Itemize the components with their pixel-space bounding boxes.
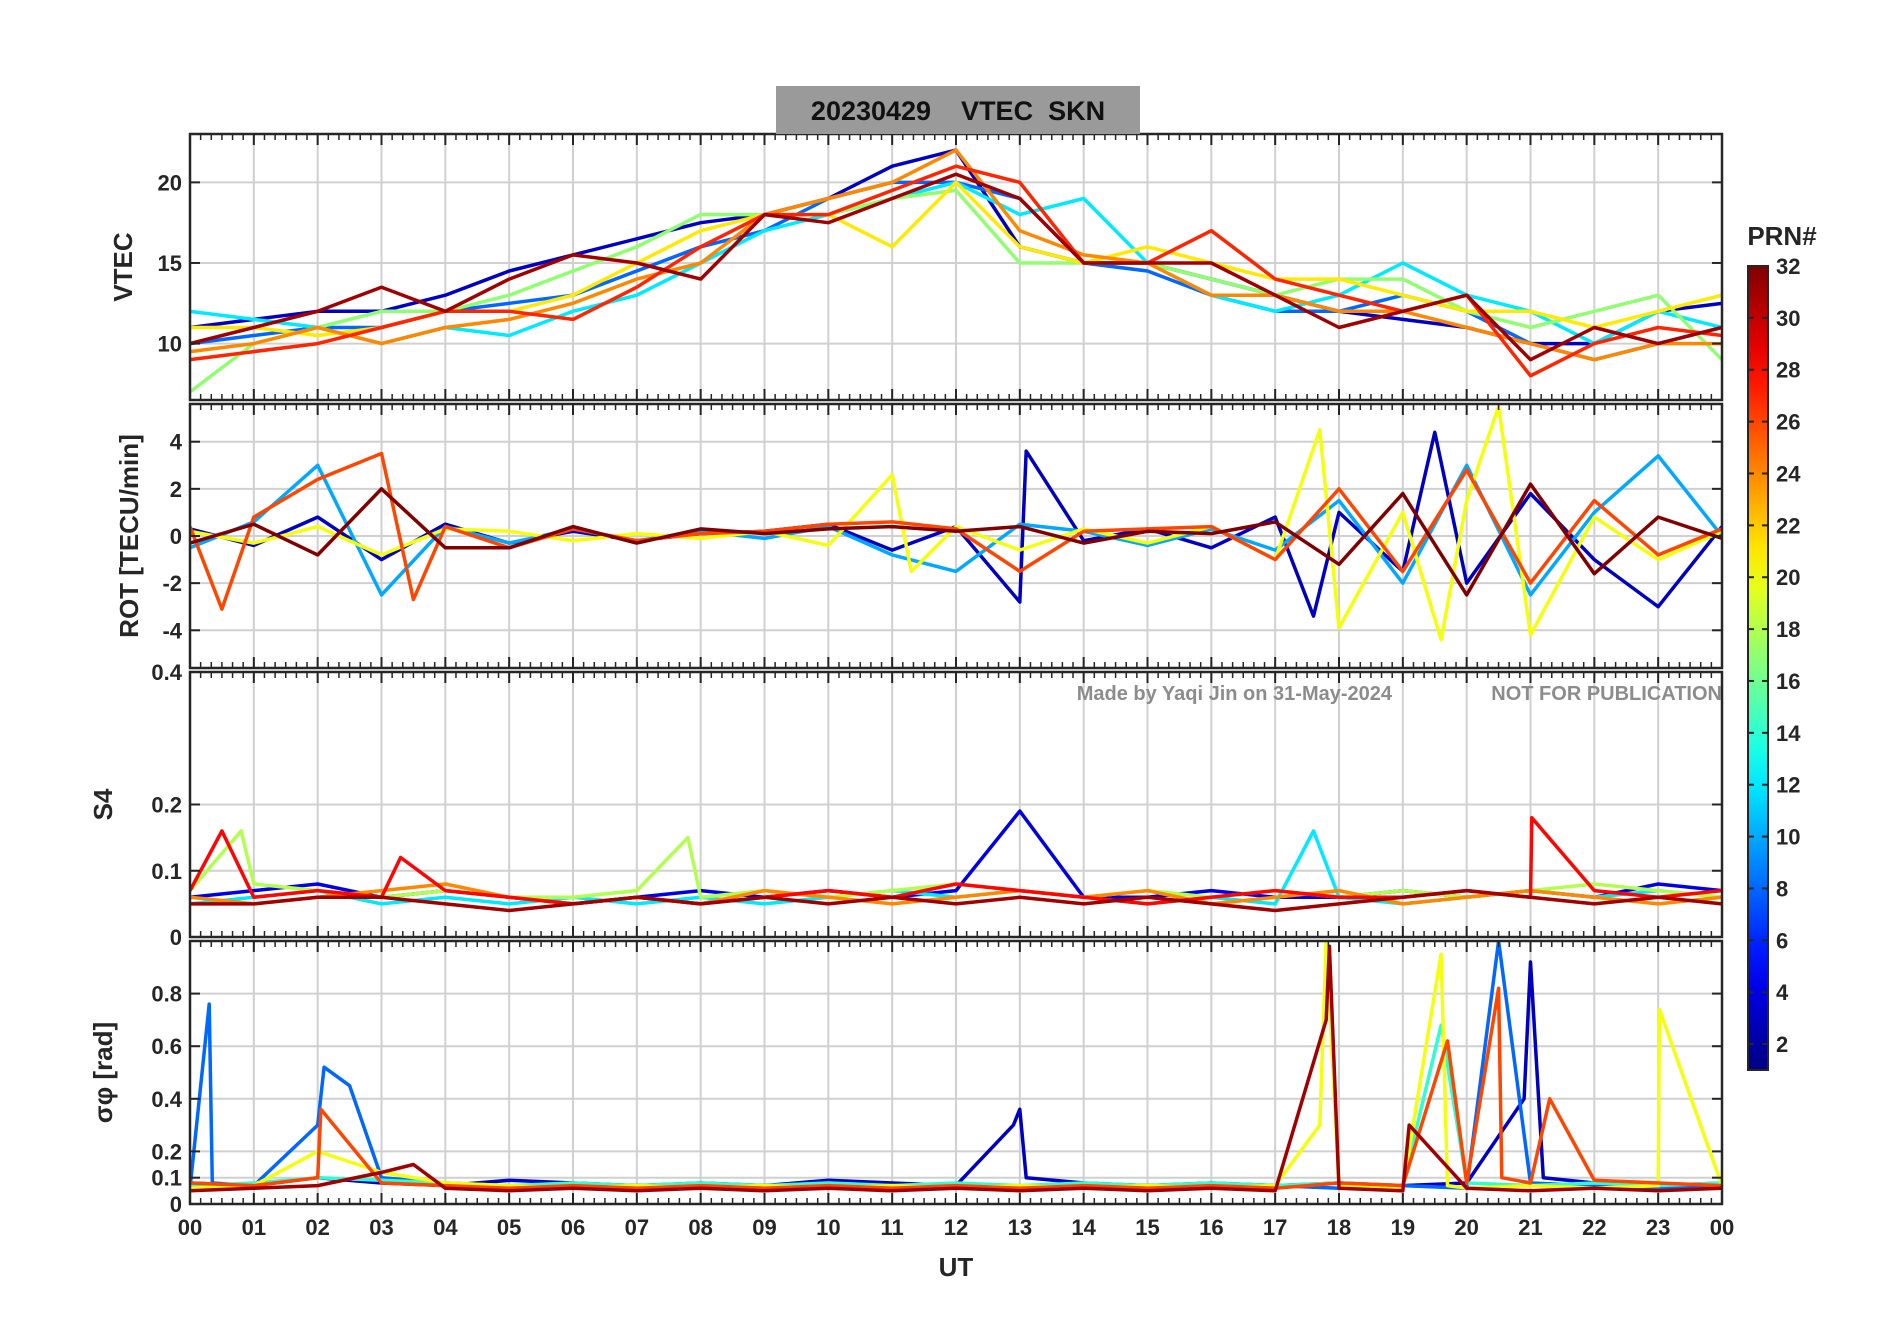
x-tick-label: 00 [178,1215,202,1240]
x-tick-label: 15 [1135,1215,1159,1240]
x-tick-label: 08 [688,1215,712,1240]
colorbar-tick-label: 28 [1776,358,1800,383]
panel-series-group [190,941,1722,1193]
x-tick-label: 05 [497,1215,521,1240]
colorbar-tick-label: 12 [1776,773,1800,798]
series-line-prn-3 [190,960,1722,1188]
colorbar-tick-label: 18 [1776,617,1800,642]
panel-rot: -4 -2 0 2 4 ROT [TECU/min] [114,402,1724,670]
series-line-prn-31 [190,944,1722,1193]
colorbar-tick-label: 4 [1776,980,1789,1005]
title-background [776,86,1140,134]
series-line-prn-31 [190,888,1722,913]
x-tick-label: 16 [1199,1215,1223,1240]
colorbar-tick-label: 10 [1776,825,1800,850]
x-tick-label: 18 [1327,1215,1351,1240]
y-tick-label: 0.4 [151,660,182,685]
y-tick-label: 0.8 [151,982,182,1007]
y-tick-label: 2 [170,477,182,502]
colorbar-tick-label: 24 [1776,461,1801,486]
x-tick-label: 22 [1582,1215,1606,1240]
y-tick-label: 0 [170,1192,182,1217]
colorbar-tick-label: 2 [1776,1032,1788,1057]
y-tick-label: 15 [158,251,182,276]
colorbar-label: PRN# [1747,221,1817,251]
x-tick-label: 09 [752,1215,776,1240]
y-tick-label: -2 [162,571,182,596]
series-line-prn-24 [190,148,1722,362]
colorbar-tick-label: 32 [1776,254,1800,279]
y-tick-label: 0 [170,925,182,950]
panel-series-group [190,809,1722,913]
x-tick-label: 13 [1008,1215,1032,1240]
colorbar-bar [1747,265,1769,1071]
x-tick-label: 06 [561,1215,585,1240]
y-tick-label: 0.1 [151,1166,182,1191]
y-tick-label: 0.2 [151,793,182,818]
y-axis-label-sigma_phi: σφ [rad] [88,1022,118,1123]
series-line-prn-31 [190,172,1722,362]
title-box: 20230429 VTEC SKN [776,86,1140,134]
x-tick-label: 20 [1454,1215,1478,1240]
y-tick-label: 0 [170,524,182,549]
x-tick-label: 01 [242,1215,266,1240]
series-line-prn-26 [190,451,1722,611]
series-line-prn-32 [190,482,1722,597]
y-tick-label: 0.6 [151,1034,182,1059]
panel-vtec: 10 15 20 VTEC [108,132,1724,402]
colorbar-tick-label: 16 [1776,669,1800,694]
y-tick-label: 20 [158,170,182,195]
y-tick-label: 4 [170,430,183,455]
series-line-prn-18 [190,829,1722,900]
x-tick-label: 12 [944,1215,968,1240]
x-tick-label: 14 [1071,1215,1096,1240]
panel-s4: 0 0.1 0.2 0.4 S4 [88,660,1724,950]
colorbar-tick-label: 30 [1776,306,1800,331]
y-tick-label: 10 [158,332,182,357]
panel-series-group [190,404,1722,642]
colorbar-tick-label: 8 [1776,876,1788,901]
x-tick-label: 02 [305,1215,329,1240]
colorbar-tick-label: 14 [1776,721,1801,746]
y-tick-label: 0.2 [151,1139,182,1164]
colorbar-tick-label: 6 [1776,928,1788,953]
x-tick-label: 10 [816,1215,840,1240]
y-axis-label-vtec: VTEC [108,232,138,302]
watermark-notice: NOT FOR PUBLICATION [1491,683,1722,705]
x-tick-label: 21 [1518,1215,1542,1240]
colorbar-tick-label: 26 [1776,410,1800,435]
y-axis-label-rot: ROT [TECU/min] [114,434,144,638]
x-axis: 00 01 02 03 04 05 06 07 08 09 10 11 12 13 14 15 16 17 18 19… [178,1215,1734,1240]
panel-sigma_phi: 00.10.2 0.4 0.6 0.8 σφ [rad] [88,939,1724,1217]
panel-series-group [190,148,1722,394]
x-tick-label: 23 [1646,1215,1670,1240]
y-tick-label: 0.4 [151,1087,182,1112]
colorbar-tick-label: 22 [1776,513,1800,538]
y-axis-label-s4: S4 [88,788,118,820]
series-line-prn-24 [190,882,1722,906]
y-tick-label: -4 [162,618,182,643]
x-tick-label: 19 [1391,1215,1415,1240]
x-tick-label: 17 [1263,1215,1287,1240]
chart-title: 20230429 VTEC SKN [811,96,1105,126]
colorbar-tick-label: 20 [1776,565,1800,590]
series-line-prn-20 [190,404,1722,642]
y-tick-label: 0.1 [151,859,182,884]
watermark-author: Made by Yaqi Jin on 31-May-2024 [1077,683,1393,705]
x-axis-label: UT [939,1252,974,1282]
x-tick-label: 07 [625,1215,649,1240]
series-line-prn-26 [190,986,1722,1190]
x-tick-label: 03 [369,1215,393,1240]
x-tick-label: 04 [433,1215,458,1240]
x-tick-label: 00 [1710,1215,1734,1240]
x-tick-label: 11 [881,1215,904,1240]
